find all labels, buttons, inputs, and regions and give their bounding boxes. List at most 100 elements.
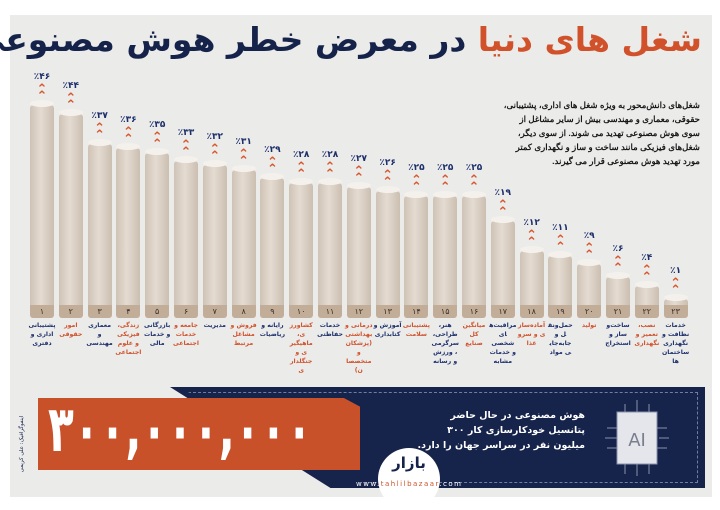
category-label: حمل‌ونقل و جابه‌جایی مواد xyxy=(548,322,573,356)
bar xyxy=(116,143,141,305)
value-label: ٪۴ xyxy=(641,252,653,263)
title-highlight: شغل های دنیا xyxy=(477,20,703,59)
big-number-box xyxy=(38,398,360,470)
category-label: بازرگانی و خدمات مالی xyxy=(143,322,171,347)
category-label: معماری و مهندسی xyxy=(86,322,113,347)
chevron-up-icon: ⌃ ⌃ xyxy=(670,275,682,298)
category-label: هنر، طراحی، سرگرمی، ورزش و رسانه xyxy=(431,322,459,365)
value-label: ٪۱۹ xyxy=(494,188,512,199)
bar xyxy=(289,177,314,305)
value-label: ٪۱ xyxy=(670,265,682,276)
rank-badge: ۱۴ xyxy=(404,305,429,318)
banner-text: هوش مصنوعی در حال حاضر پتانسیل خودکارساز… xyxy=(417,410,585,451)
bar xyxy=(634,280,659,305)
ai-chip-icon: AI xyxy=(605,400,669,476)
chevron-up-icon: ⌃ ⌃ xyxy=(526,228,538,251)
category-label: امور حقوقی xyxy=(59,322,83,338)
chip-label: AI xyxy=(628,430,646,451)
value-label: ٪۴۴ xyxy=(62,80,80,91)
category-label: خدمات نظافت و نگهداری ساختمان‌ها xyxy=(661,322,690,365)
value-label: ٪۳۱ xyxy=(235,136,252,147)
rank-badge: ۱۷ xyxy=(490,305,515,318)
website-url[interactable]: www.tahlilbazaar.com xyxy=(356,480,462,489)
rank-badge: ۲۱ xyxy=(606,305,630,318)
value-label: ٪۲۹ xyxy=(264,145,281,156)
logo-circle xyxy=(378,448,440,510)
rank-badge: ۱۲ xyxy=(346,305,371,318)
url-prefix: www. xyxy=(356,480,381,488)
chevron-up-icon: ⌃ ⌃ xyxy=(36,82,48,105)
description: شغل‌های دانش‌محور به ویژه شغل های اداری،… xyxy=(503,100,700,166)
value-label: ٪۲۶ xyxy=(379,158,396,169)
bar xyxy=(375,186,400,305)
big-number: ۳۰۰,۰۰۰,۰۰۰ xyxy=(48,393,313,467)
category-label: آموزش و کتابداری xyxy=(373,322,402,338)
value-label: ٪۳۵ xyxy=(148,119,166,130)
rank-badge: ۸ xyxy=(231,305,256,318)
value-label: ٪۱۲ xyxy=(523,218,540,229)
rank-badge: ۲۲ xyxy=(634,305,659,318)
category-label: جامعه و خدمات اجتماعی xyxy=(172,322,200,347)
rank-badge: ۱۹ xyxy=(548,305,573,318)
category-label: مدیریت xyxy=(203,322,227,329)
credit: اینفوگرافیک: علی کریمی xyxy=(19,415,25,473)
bar xyxy=(145,147,170,305)
chevron-up-icon: ⌃ ⌃ xyxy=(353,163,365,186)
chevron-up-icon: ⌃ ⌃ xyxy=(238,146,250,169)
value-label: ٪۲۸ xyxy=(292,149,310,160)
logo: بازار xyxy=(392,454,426,472)
bar xyxy=(577,259,602,305)
chevron-up-icon: ⌃ ⌃ xyxy=(641,262,653,285)
value-label: ٪۲۵ xyxy=(436,162,454,173)
rank-badge: ۱ xyxy=(30,305,54,318)
chevron-up-icon: ⌃ ⌃ xyxy=(180,138,192,161)
bar xyxy=(318,177,342,305)
chevron-up-icon: ⌃ ⌃ xyxy=(468,172,480,195)
bar xyxy=(548,250,573,305)
category-label: خدمات حفاظتی xyxy=(317,322,343,338)
url-suffix: .com xyxy=(439,480,463,488)
value-label: ٪۳۶ xyxy=(120,115,137,126)
chevron-up-icon: ⌃ ⌃ xyxy=(382,168,394,191)
bar xyxy=(30,100,54,305)
page-title: شغل های دنیا در معرض خطر هوش مصنوعی xyxy=(0,20,703,59)
bar xyxy=(519,246,544,305)
chevron-up-icon: ⌃ ⌃ xyxy=(439,172,451,195)
rank-badge: ۱۶ xyxy=(462,305,486,318)
bar xyxy=(346,181,371,305)
rank-badge: ۴ xyxy=(116,305,141,318)
bar xyxy=(260,173,285,305)
bar xyxy=(606,272,630,305)
title-rest: در معرض خطر هوش مصنوعی xyxy=(0,20,467,59)
category-label: میانگین کل صنایع xyxy=(462,322,486,347)
rank-badge: ۷ xyxy=(202,305,227,318)
category-label: فروش و مشاغل مرتبط xyxy=(230,322,257,347)
value-label: ٪۳۷ xyxy=(91,110,108,121)
bar xyxy=(231,164,256,305)
chevron-up-icon: ⌃ ⌃ xyxy=(497,198,509,221)
value-label: ٪۴۶ xyxy=(33,72,51,83)
rank-badge: ۱۰ xyxy=(289,305,314,318)
bar xyxy=(58,108,83,305)
category-label: مراقبت‌های شخصی و خدمات مشابه xyxy=(489,322,517,365)
rank-badge: ۹ xyxy=(260,305,285,318)
chevron-up-icon: ⌃ ⌃ xyxy=(295,159,307,182)
chevron-up-icon: ⌃ ⌃ xyxy=(122,125,134,148)
rank-badge: ۱۸ xyxy=(519,305,544,318)
chevron-up-icon: ⌃ ⌃ xyxy=(151,129,163,152)
category-label: پشتیبانی سلامت xyxy=(402,322,430,338)
chevron-up-icon: ⌃ ⌃ xyxy=(410,172,422,195)
category-label: کشاورزی، ماهیگیری و جنگلداری xyxy=(289,322,313,374)
value-label: ٪۲۸ xyxy=(321,149,339,160)
chevron-up-icon: ⌃ ⌃ xyxy=(583,241,595,264)
category-label: آماده‌سازی و سرو غذا xyxy=(517,322,546,347)
category-label: زندگی، فیزیکی و علوم اجتماعی xyxy=(115,322,142,356)
chevron-up-icon: ⌃ ⌃ xyxy=(209,142,221,165)
url-brand: tahlilbazaar xyxy=(380,480,440,488)
chevron-up-icon: ⌃ ⌃ xyxy=(612,254,624,277)
bar xyxy=(202,160,227,305)
bar xyxy=(87,138,112,305)
category-label: تولید xyxy=(581,322,597,329)
chevron-up-icon: ⌃ ⌃ xyxy=(266,155,278,178)
value-label: ٪۳۳ xyxy=(177,128,195,139)
